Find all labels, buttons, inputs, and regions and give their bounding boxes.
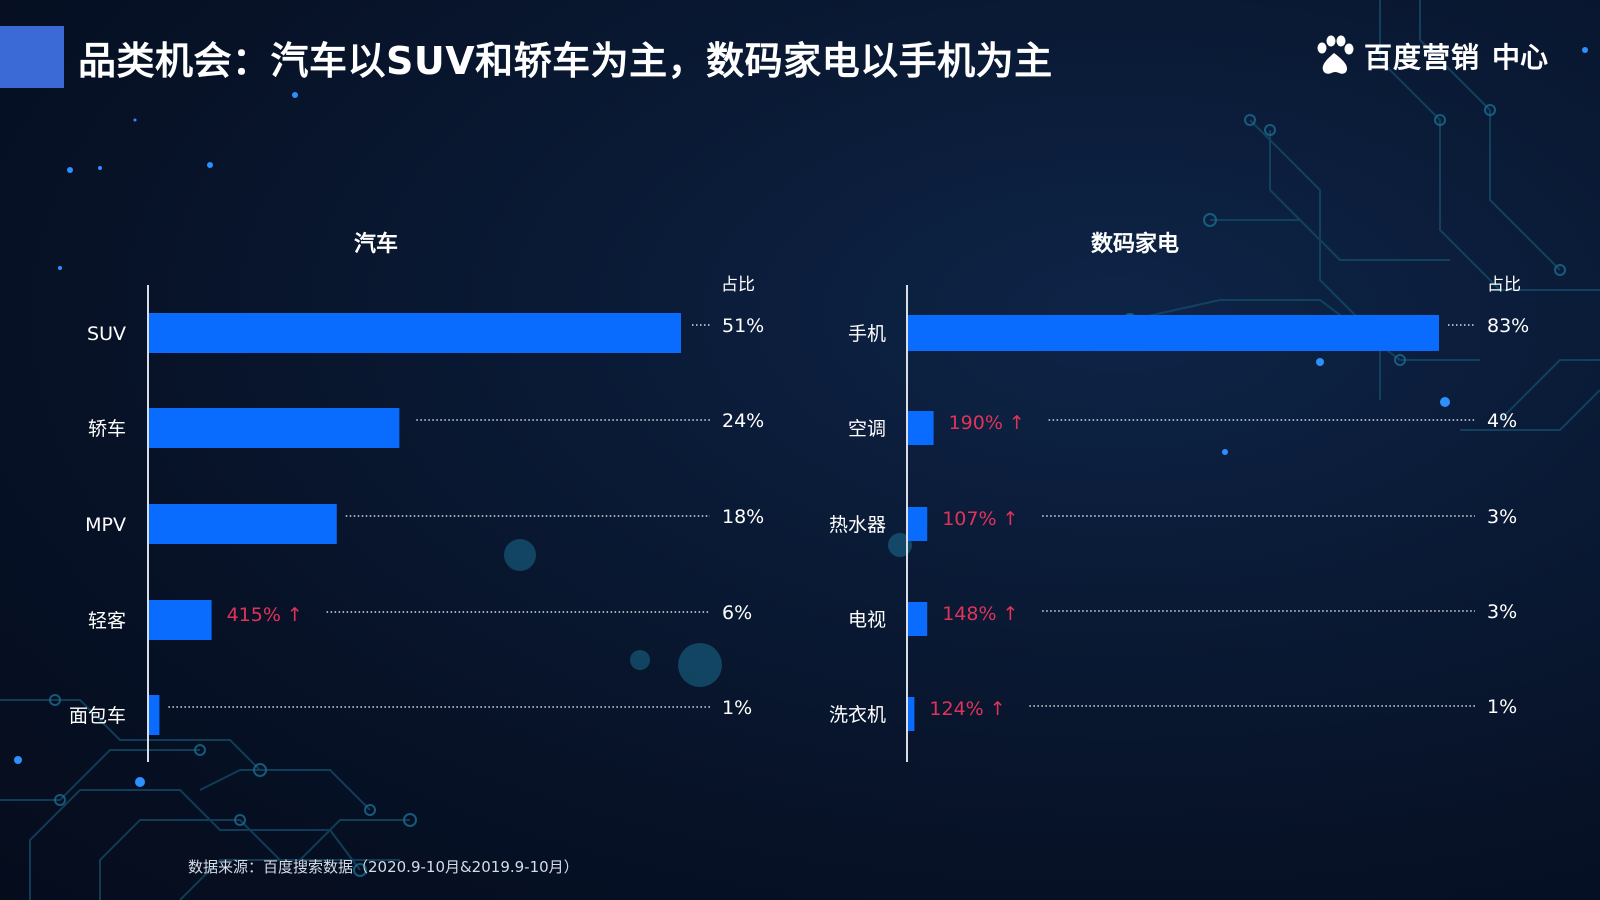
brand-logo: 百度营销 中心	[1312, 34, 1548, 78]
chart-title: 汽车	[354, 231, 398, 257]
growth-label: 107% ↑	[942, 508, 1018, 530]
bar	[149, 504, 337, 544]
category-label: 轿车	[88, 418, 126, 440]
bar	[149, 408, 400, 448]
value-label: 83%	[1487, 315, 1529, 337]
category-label: 热水器	[829, 514, 886, 536]
category-label: SUV	[87, 323, 126, 345]
title-accent-square	[0, 26, 64, 88]
category-label: MPV	[85, 514, 126, 536]
category-label: 手机	[848, 323, 886, 345]
paw-icon	[1317, 35, 1354, 74]
value-label: 1%	[722, 697, 752, 719]
bar	[908, 411, 934, 445]
category-label: 电视	[848, 609, 886, 631]
bar	[149, 600, 212, 640]
value-label: 6%	[722, 602, 752, 624]
chart-title: 数码家电	[1091, 231, 1179, 257]
category-label: 洗衣机	[829, 704, 886, 726]
value-label: 18%	[722, 506, 764, 528]
value-label: 24%	[722, 410, 764, 432]
brand-suffix: 中心	[1492, 41, 1549, 74]
bar	[908, 697, 915, 731]
brand-name: 百度营销	[1364, 41, 1481, 74]
value-label: 3%	[1487, 601, 1517, 623]
value-label: 51%	[722, 315, 764, 337]
value-column-header: 占比	[1487, 275, 1521, 295]
bar	[908, 315, 1439, 351]
bar	[908, 507, 928, 541]
page-title: 品类机会：汽车以SUV和轿车为主，数码家电以手机为主	[78, 39, 1053, 83]
growth-label: 415% ↑	[227, 604, 303, 626]
value-label: 1%	[1487, 696, 1517, 718]
bar	[908, 602, 928, 636]
value-label: 4%	[1487, 410, 1517, 432]
category-label: 空调	[848, 418, 886, 440]
data-source-note: 数据来源：百度搜索数据（2020.9-10月&2019.9-10月）	[188, 858, 579, 876]
bar	[149, 695, 160, 735]
growth-label: 124% ↑	[929, 698, 1005, 720]
category-label: 轻客	[88, 610, 126, 632]
bar	[149, 313, 681, 353]
growth-label: 190% ↑	[949, 412, 1025, 434]
value-label: 3%	[1487, 506, 1517, 528]
growth-label: 148% ↑	[942, 603, 1018, 625]
category-label: 面包车	[69, 705, 126, 727]
value-column-header: 占比	[721, 275, 755, 295]
